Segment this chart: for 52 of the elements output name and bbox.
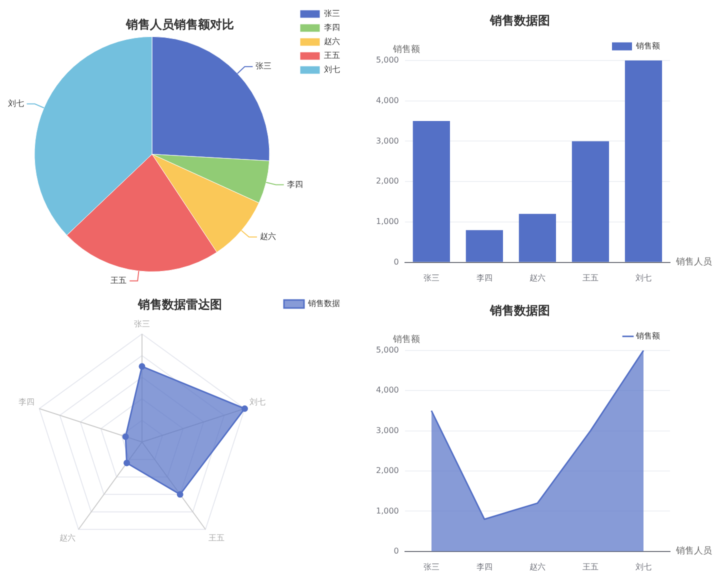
legend-label: 张三	[324, 9, 340, 18]
spoke-label: 李四	[18, 397, 35, 406]
bar	[466, 230, 503, 262]
x-axis-title: 销售人员	[675, 256, 712, 268]
y-tick-label: 2,000	[376, 466, 399, 476]
y-tick-label: 1,000	[376, 217, 399, 226]
legend-label: 销售额	[635, 41, 660, 50]
bar	[518, 214, 556, 262]
spoke-label: 张三	[134, 319, 150, 328]
chart-title: 销售数据图	[489, 13, 550, 28]
x-tick-label: 张三	[423, 562, 440, 572]
y-tick-label: 5,000	[376, 55, 399, 64]
y-tick-label: 5,000	[376, 345, 399, 354]
slice-label: 刘七	[8, 98, 24, 108]
y-axis-title: 销售额	[392, 334, 420, 346]
x-tick-label: 赵六	[529, 273, 546, 282]
legend-label: 李四	[324, 23, 340, 32]
spoke-label: 赵六	[60, 533, 76, 542]
x-tick-label: 李四	[476, 273, 492, 282]
spoke-label: 王五	[208, 533, 224, 542]
text: 销售人员销售额对比	[125, 17, 234, 32]
x-tick-label: 刘七	[635, 562, 652, 572]
y-tick-label: 0	[394, 257, 399, 266]
legend-label: 销售数据	[307, 299, 340, 308]
x-tick-label: 王五	[582, 562, 598, 572]
x-tick-label: 李四	[476, 562, 492, 572]
x-tick-label: 王五	[582, 273, 598, 282]
chart-title: 销售数据图	[489, 303, 550, 318]
legend-label: 王五	[324, 51, 340, 60]
chart-title: 销售数据雷达图	[137, 297, 222, 312]
y-tick-label: 0	[394, 546, 399, 556]
bar	[624, 60, 662, 262]
x-tick-label: 张三	[423, 273, 440, 282]
y-tick-label: 4,000	[376, 96, 399, 105]
y-tick-label: 3,000	[376, 426, 399, 435]
slice-label: 张三	[256, 62, 272, 71]
y-tick-label: 4,000	[376, 386, 399, 395]
y-axis-title: 销售额	[392, 44, 420, 56]
legend-label: 赵六	[324, 37, 340, 46]
slice-label: 赵六	[260, 232, 276, 242]
bar	[412, 121, 450, 262]
x-axis-title: 销售人员	[675, 546, 712, 557]
y-tick-label: 3,000	[376, 136, 399, 146]
y-tick-label: 1,000	[376, 506, 399, 516]
bar	[572, 141, 610, 262]
x-tick-label: 刘七	[635, 273, 652, 282]
spoke-label: 刘七	[249, 397, 266, 406]
y-tick-label: 2,000	[376, 176, 399, 186]
legend-label: 销售额	[635, 331, 660, 340]
x-tick-label: 赵六	[529, 562, 546, 572]
slice-label: 李四	[286, 180, 303, 189]
legend-label: 刘七	[324, 65, 340, 74]
